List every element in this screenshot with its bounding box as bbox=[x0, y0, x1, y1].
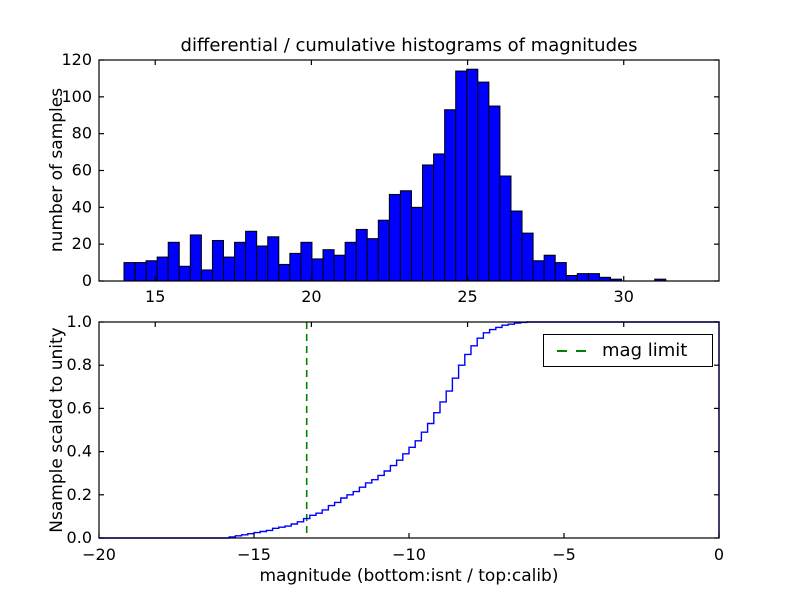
bottom-ytick-label: 0.8 bbox=[67, 355, 92, 374]
histogram-bar bbox=[444, 109, 457, 282]
chart-title: differential / cumulative histograms of … bbox=[180, 35, 638, 56]
top-ytick-label: 20 bbox=[72, 234, 92, 253]
histogram-bar bbox=[554, 262, 567, 282]
top-xtick-label: 15 bbox=[145, 287, 165, 306]
top-xtick-label: 20 bbox=[301, 287, 321, 306]
histogram-bar bbox=[455, 70, 468, 282]
histogram-bar bbox=[532, 260, 545, 282]
histogram-bar bbox=[521, 232, 534, 282]
histogram-bar bbox=[300, 241, 313, 282]
histogram-bar bbox=[333, 254, 346, 282]
histogram-bar bbox=[587, 273, 600, 282]
histogram-bar bbox=[200, 269, 213, 282]
histogram-bar bbox=[123, 262, 136, 282]
histogram-bar bbox=[256, 245, 269, 282]
histogram-bar bbox=[234, 241, 247, 282]
histogram-bar bbox=[399, 190, 412, 282]
histogram-bar bbox=[543, 254, 556, 282]
bottom-xtick-label: −15 bbox=[237, 545, 271, 564]
histogram-bar bbox=[377, 219, 390, 282]
bottom-xtick-label: −5 bbox=[552, 545, 576, 564]
histogram-bar bbox=[499, 175, 512, 282]
bottom-ytick-label: 0.6 bbox=[67, 398, 92, 417]
bottom-xlabel: magnitude (bottom:isnt / top:calib) bbox=[259, 566, 559, 586]
top-ytick-label: 100 bbox=[61, 87, 92, 106]
top-ytick-label: 0 bbox=[82, 271, 92, 290]
histogram-bar bbox=[433, 153, 446, 282]
histogram-bar bbox=[156, 256, 169, 282]
histogram-bar bbox=[466, 68, 479, 282]
histogram-bar bbox=[477, 81, 490, 282]
histogram-bar bbox=[422, 164, 435, 282]
legend: mag limit bbox=[543, 334, 713, 367]
top-ylabel: number of samples bbox=[47, 87, 67, 253]
histogram-bar bbox=[178, 265, 191, 282]
histogram-bar bbox=[355, 228, 368, 282]
histogram-bar bbox=[366, 238, 379, 282]
histogram-bar bbox=[189, 234, 202, 282]
histogram-bar bbox=[410, 206, 424, 282]
histogram-bar bbox=[289, 252, 302, 282]
bottom-ytick-label: 0.4 bbox=[67, 442, 92, 461]
legend-label: mag limit bbox=[602, 340, 688, 361]
bottom-ytick-label: 1.0 bbox=[67, 312, 92, 331]
histogram-bar bbox=[134, 262, 147, 282]
legend-dashed-line-icon bbox=[557, 349, 589, 352]
histogram-bar bbox=[167, 241, 180, 282]
bottom-xtick-label: −10 bbox=[392, 545, 426, 564]
histogram-bar bbox=[311, 258, 324, 282]
histogram-bar bbox=[488, 105, 501, 282]
histogram-bar bbox=[565, 274, 578, 282]
bottom-xtick-label: −20 bbox=[82, 545, 116, 564]
histogram-bar bbox=[267, 236, 280, 282]
cumulative-curve bbox=[99, 321, 720, 539]
histogram-bar bbox=[223, 256, 236, 282]
bottom-xtick-label: 0 bbox=[714, 545, 724, 564]
histogram-bar bbox=[576, 273, 589, 282]
top-xtick-label: 30 bbox=[614, 287, 634, 306]
histogram-bar bbox=[322, 249, 335, 282]
histogram-bar bbox=[245, 230, 258, 282]
bottom-ytick-label: 0.0 bbox=[67, 528, 92, 547]
histogram-bar bbox=[344, 241, 357, 282]
histogram-bar bbox=[510, 210, 523, 282]
top-ytick-label: 80 bbox=[72, 124, 92, 143]
top-ytick-label: 60 bbox=[72, 161, 92, 180]
top-xtick-label: 25 bbox=[457, 287, 477, 306]
bottom-ylabel: Nsample scaled to unity bbox=[47, 327, 67, 533]
top-ytick-label: 120 bbox=[61, 50, 92, 69]
bottom-ytick-label: 0.2 bbox=[67, 485, 92, 504]
histogram-bar bbox=[388, 193, 401, 282]
top-ytick-label: 40 bbox=[72, 197, 92, 216]
histogram-bar bbox=[278, 263, 291, 282]
histogram-bar bbox=[211, 239, 225, 282]
